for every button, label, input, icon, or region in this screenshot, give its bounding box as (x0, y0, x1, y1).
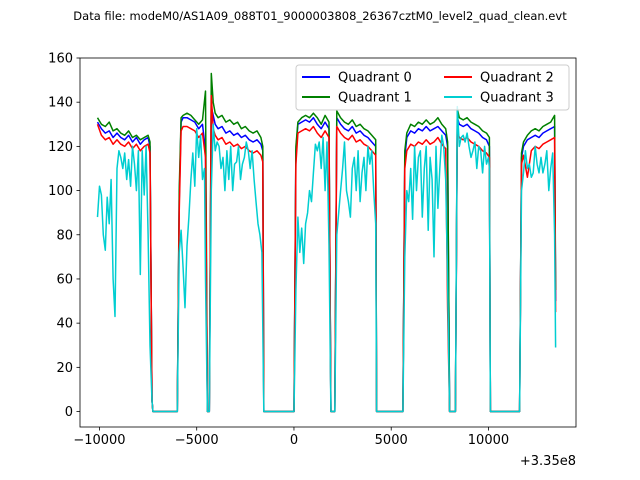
y-tick-label: 120 (48, 140, 73, 155)
plot-frame (79, 57, 577, 428)
x-tick-label: 5000 (375, 433, 408, 448)
legend-label-quadrant-0: Quadrant 0 (338, 71, 412, 86)
x-offset-label: +3.35e8 (520, 454, 576, 469)
y-tick-label: 100 (48, 184, 73, 199)
y-tick-label: 60 (56, 272, 73, 287)
legend-label-quadrant-2: Quadrant 2 (480, 71, 554, 86)
x-tick-label: 10000 (468, 433, 509, 448)
y-tick-label: 20 (56, 361, 73, 376)
y-tick-label: 0 (65, 405, 73, 420)
x-tick-label: −5000 (175, 433, 219, 448)
series-line-quadrant-3 (96, 105, 557, 413)
y-tick-label: 40 (56, 317, 73, 332)
y-tick-label: 80 (56, 228, 73, 243)
y-tick-label: 140 (48, 96, 73, 111)
chart-title: Data file: modeM0/AS1A09_088T01_90000038… (73, 9, 567, 23)
y-tick-label: 160 (48, 52, 73, 67)
x-tick-label: −10000 (73, 433, 125, 448)
legend-box (295, 64, 570, 111)
series-line-quadrant-2 (96, 94, 557, 413)
x-tick-label: 0 (290, 433, 298, 448)
legend-label-quadrant-1: Quadrant 1 (338, 91, 412, 106)
legend-label-quadrant-3: Quadrant 3 (480, 91, 554, 106)
